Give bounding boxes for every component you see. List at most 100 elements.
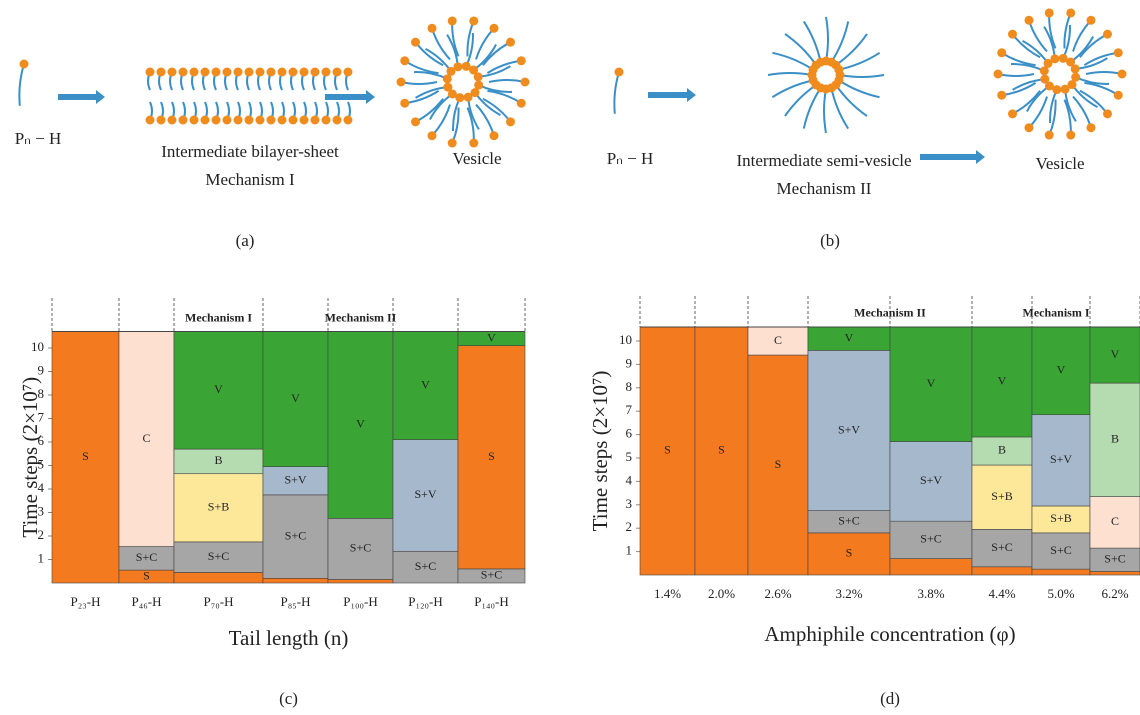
lipid-head xyxy=(448,139,457,148)
segment-label: V xyxy=(1111,347,1120,361)
lipid-head xyxy=(157,68,166,77)
lipid-head xyxy=(212,68,221,77)
mechanism-label: Mechanism I xyxy=(185,310,252,324)
segment-label: S xyxy=(775,457,782,471)
segment-label: V xyxy=(845,330,854,344)
lipid-head xyxy=(1103,30,1112,39)
segment xyxy=(972,567,1032,575)
lipid-head xyxy=(521,78,530,87)
x-tick-label: 2.0% xyxy=(708,586,735,601)
y-tick-label: 1 xyxy=(38,550,45,565)
lipid-tail xyxy=(1072,85,1097,108)
panel-label: (b) xyxy=(820,231,840,250)
lipid-head xyxy=(223,68,232,77)
lipid-head xyxy=(997,91,1006,100)
lipid-head xyxy=(997,48,1006,57)
y-tick-label: 3 xyxy=(626,496,633,511)
lipid-head xyxy=(469,139,478,148)
mechanism-label: Mechanism I xyxy=(1023,306,1090,320)
panel-label: (a) xyxy=(236,231,255,250)
monomer-label: Pₙ − H xyxy=(607,149,654,168)
lipid-head xyxy=(300,68,309,77)
arrow-body xyxy=(58,94,97,100)
segment-label: V xyxy=(487,330,496,344)
lipid-head xyxy=(615,68,624,77)
segment-label: S+C xyxy=(136,550,157,564)
segment-label: S+C xyxy=(920,532,941,546)
lipid-head xyxy=(428,131,437,140)
segment-label: V xyxy=(291,391,300,405)
panel-label: (c) xyxy=(279,689,298,708)
segment xyxy=(890,559,972,575)
lipid-tail xyxy=(426,49,451,72)
lipid-tail xyxy=(1080,34,1108,57)
lipid-tail xyxy=(804,88,821,129)
segment-label: S+C xyxy=(1050,543,1071,557)
x-tick-label: 2.6% xyxy=(764,586,791,601)
lipid-head xyxy=(1045,131,1054,140)
lipid-tail xyxy=(1013,91,1041,114)
mechanism-label: Mechanism II xyxy=(777,179,872,198)
segment-label: C xyxy=(142,431,150,445)
segment-label: S+C xyxy=(1104,552,1125,566)
lipid-head xyxy=(397,78,406,87)
panel-label: (d) xyxy=(880,689,900,708)
segment-label: S+V xyxy=(920,473,942,487)
lipid-head xyxy=(245,116,254,125)
y-tick-label: 10 xyxy=(619,332,632,347)
segment-label: C xyxy=(774,333,782,347)
lipid-head xyxy=(469,16,478,25)
lipid-head xyxy=(1114,48,1123,57)
segment-label: S xyxy=(718,443,725,457)
segment-label: S+B xyxy=(1050,511,1071,525)
y-tick-label: 10 xyxy=(31,339,44,354)
mechanism-label: Mechanism II xyxy=(854,306,926,320)
product-label: Vesicle xyxy=(452,149,501,168)
lipid-head xyxy=(1114,91,1123,100)
y-axis-label: Time steps (2×10⁷) xyxy=(588,371,612,532)
lipid-head xyxy=(400,56,409,65)
lipid-tail xyxy=(479,85,512,92)
segment-label: S xyxy=(82,449,89,463)
segment-label: S+C xyxy=(415,559,436,573)
lipid-tail xyxy=(1002,83,1036,95)
lipid-head xyxy=(278,68,287,77)
lipid-head xyxy=(333,68,342,77)
lipid-tail xyxy=(405,91,439,103)
x-tick-label: P₁₂₀-H xyxy=(408,594,443,609)
lipid-tail xyxy=(1013,79,1045,90)
lipid-tail xyxy=(1076,77,1109,84)
lipid-head xyxy=(322,68,331,77)
lipid-tail xyxy=(831,21,848,62)
segment-label: S+C xyxy=(350,541,371,555)
lipid-tail xyxy=(839,53,880,70)
lipid-head xyxy=(333,116,342,125)
lipid-head xyxy=(490,24,499,33)
lipid-head xyxy=(1087,16,1096,25)
segment-label: S+B xyxy=(991,489,1012,503)
segment-label: C xyxy=(1111,514,1119,528)
y-tick-label: 8 xyxy=(626,379,633,394)
y-tick-label: 9 xyxy=(38,362,45,377)
lipid-tail xyxy=(826,17,828,61)
lipid-head xyxy=(289,116,298,125)
lipid-head xyxy=(453,62,462,71)
lipid-tail xyxy=(1011,64,1044,71)
segment-label: S+C xyxy=(838,514,859,528)
y-tick-label: 7 xyxy=(626,402,633,417)
x-tick-label: 1.4% xyxy=(654,586,681,601)
x-axis-label: Tail length (n) xyxy=(229,626,349,650)
lipid-head xyxy=(443,83,452,92)
y-tick-label: 6 xyxy=(626,426,633,441)
segment-label: S xyxy=(846,546,853,560)
lipid-head xyxy=(311,116,320,125)
x-tick-label: P₇₀-H xyxy=(203,594,233,609)
mechanism-label: Mechanism II xyxy=(325,310,397,324)
lipid-head xyxy=(1008,30,1017,39)
lipid-head xyxy=(1087,123,1096,132)
lipid-head xyxy=(168,116,177,125)
lipid-tail xyxy=(489,80,525,82)
lipid-head xyxy=(834,65,843,74)
lipid-tail xyxy=(414,72,447,79)
lipid-tail xyxy=(401,82,437,84)
